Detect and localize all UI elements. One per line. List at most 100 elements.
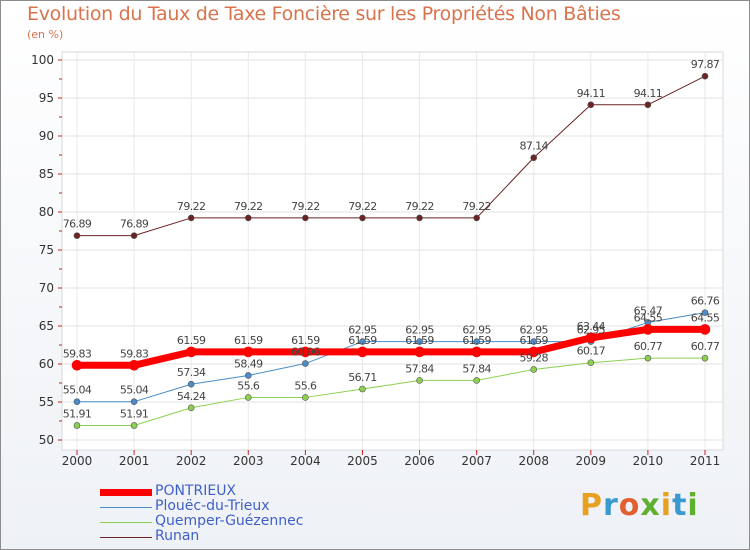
data-label: 59.83 xyxy=(63,347,92,360)
data-label: 55.04 xyxy=(63,384,92,397)
data-label: 58.49 xyxy=(234,357,263,370)
logo-letter: o xyxy=(618,488,641,523)
x-tick-label: 2008 xyxy=(518,454,549,468)
y-tick-label: 60 xyxy=(39,357,54,371)
legend-label: Plouëc-du-Trieux xyxy=(155,498,270,514)
data-label: 76.89 xyxy=(120,218,149,231)
proxiti-logo: Proxiti xyxy=(580,488,699,523)
data-point xyxy=(416,214,423,222)
data-point xyxy=(359,338,366,345)
data-point xyxy=(130,232,138,239)
data-point xyxy=(416,377,423,384)
data-label: 76.89 xyxy=(63,218,92,231)
x-tick-label: 2005 xyxy=(347,454,378,468)
data-label: 57.84 xyxy=(462,362,491,375)
data-point xyxy=(473,377,480,384)
y-axis-unit-label: (en %) xyxy=(27,28,64,41)
data-point xyxy=(130,422,138,429)
logo-letter: i xyxy=(660,488,673,523)
data-label: 79.22 xyxy=(234,200,263,213)
data-label: 79.22 xyxy=(348,200,377,213)
data-label: 55.6 xyxy=(237,379,260,392)
data-label: 54.24 xyxy=(177,390,206,403)
data-label: 60.77 xyxy=(634,340,663,353)
x-tick-label: 2009 xyxy=(576,454,607,468)
data-label: 62.95 xyxy=(462,324,491,337)
series-line-Runan xyxy=(76,75,706,237)
legend-swatch xyxy=(100,536,152,538)
data-point xyxy=(471,346,482,358)
data-point xyxy=(530,338,538,345)
data-point xyxy=(642,324,654,335)
data-label: 61.59 xyxy=(348,334,377,347)
x-tick-label: 2003 xyxy=(233,454,264,468)
y-tick-label: 90 xyxy=(39,129,54,143)
x-tick-label: 2004 xyxy=(290,454,321,468)
data-label: 55.04 xyxy=(120,384,149,397)
legend-swatch xyxy=(100,488,152,496)
data-point xyxy=(644,101,652,109)
data-point xyxy=(644,354,652,362)
y-tick-label: 55 xyxy=(39,395,54,409)
data-label: 94.11 xyxy=(634,87,663,100)
data-point xyxy=(473,338,480,345)
logo-letter: i xyxy=(687,488,699,523)
data-label: 61.59 xyxy=(462,334,491,347)
y-tick-label: 50 xyxy=(39,433,54,447)
x-tick-label: 2010 xyxy=(633,454,664,468)
data-label: 61.59 xyxy=(519,334,548,347)
data-point xyxy=(414,346,425,358)
data-label: 94.11 xyxy=(577,87,606,100)
data-label: 65.47 xyxy=(634,304,663,317)
data-label: 61.59 xyxy=(405,334,434,347)
data-label: 51.91 xyxy=(120,407,149,420)
x-tick-label: 2006 xyxy=(404,454,435,468)
data-label: 59.28 xyxy=(519,351,548,364)
data-point xyxy=(359,214,366,222)
data-label: 63.44 xyxy=(577,320,606,333)
y-tick-label: 65 xyxy=(39,319,54,333)
data-point xyxy=(528,346,540,358)
plot-area xyxy=(61,51,724,451)
data-point xyxy=(701,72,709,80)
data-label: 61.59 xyxy=(234,334,263,347)
y-tick-label: 80 xyxy=(39,205,54,219)
data-point xyxy=(244,372,252,379)
data-label: 64.55 xyxy=(691,311,720,324)
legend-swatch xyxy=(100,506,152,508)
data-label: 57.34 xyxy=(177,366,206,379)
chart-title: Evolution du Taux de Taxe Foncière sur l… xyxy=(27,3,621,25)
data-label: 62.95 xyxy=(577,324,606,337)
data-point xyxy=(701,354,709,362)
data-label: 66.76 xyxy=(691,295,720,308)
data-point xyxy=(416,338,423,345)
x-tick-label: 2011 xyxy=(690,454,721,468)
data-point xyxy=(699,324,711,335)
data-point xyxy=(302,360,309,367)
legend-swatch xyxy=(100,521,152,523)
data-label: 62.95 xyxy=(519,324,548,337)
data-point xyxy=(244,394,252,401)
data-point xyxy=(530,154,538,162)
data-point xyxy=(130,398,138,405)
data-point xyxy=(302,394,309,401)
data-point xyxy=(701,309,709,316)
data-label: 59.83 xyxy=(120,347,149,360)
data-label: 79.22 xyxy=(291,200,320,213)
data-label: 57.84 xyxy=(405,362,434,375)
data-point xyxy=(359,385,366,393)
data-label: 55.6 xyxy=(294,379,317,392)
legend-label: Runan xyxy=(155,528,200,544)
data-point xyxy=(73,232,81,239)
data-point xyxy=(244,214,252,222)
data-point xyxy=(587,101,595,109)
data-point xyxy=(473,214,480,222)
x-tick-label: 2007 xyxy=(461,454,492,468)
data-label: 97.87 xyxy=(691,58,720,71)
y-tick-label: 100 xyxy=(31,53,54,67)
data-label: 61.59 xyxy=(177,334,206,347)
data-point xyxy=(187,380,195,388)
logo-letter: r xyxy=(603,488,619,523)
data-point xyxy=(187,404,195,412)
